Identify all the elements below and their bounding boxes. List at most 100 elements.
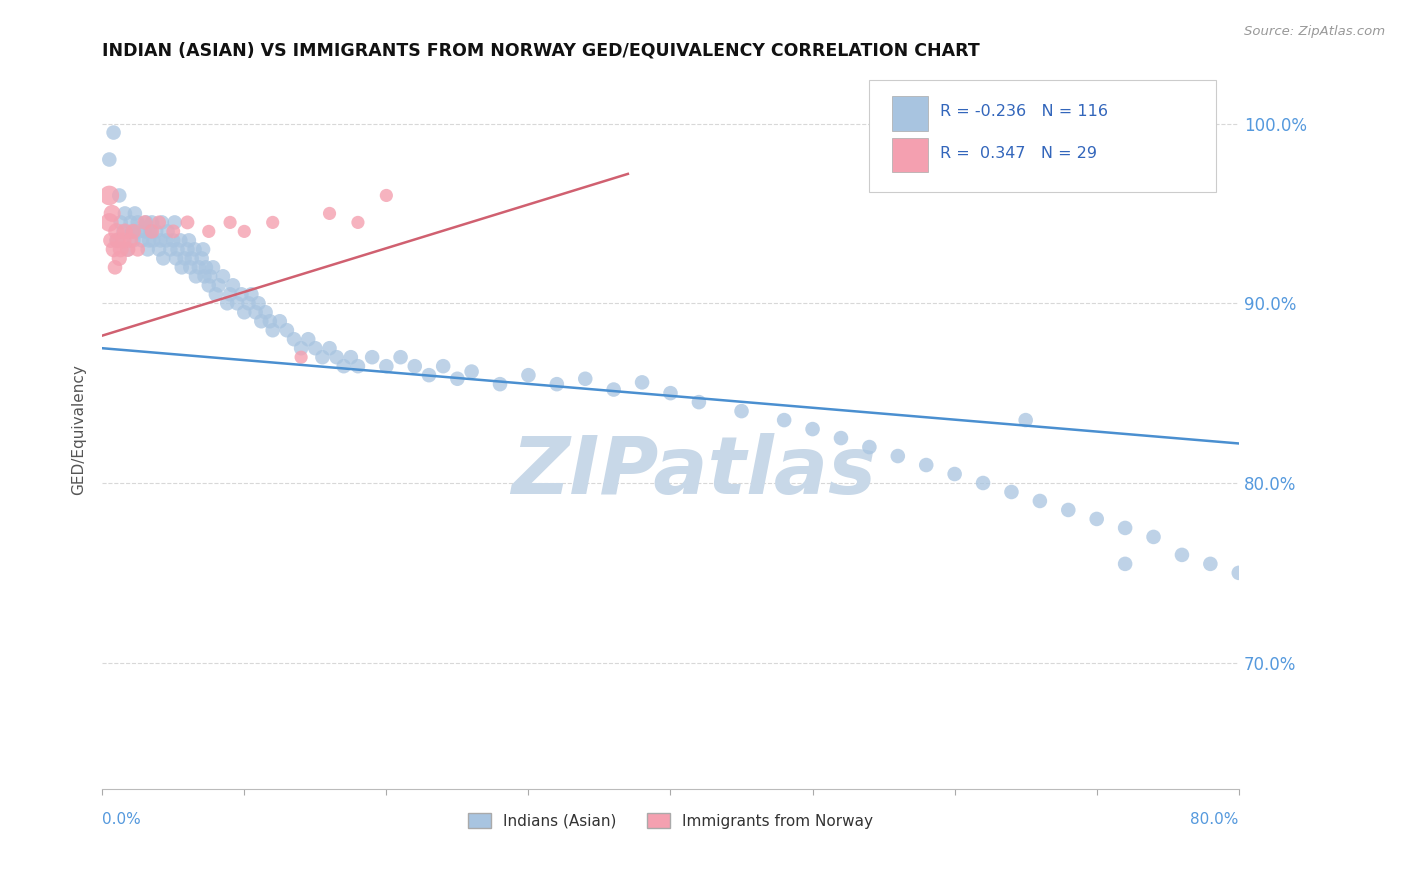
Point — [231, 287, 253, 301]
Point — [105, 233, 128, 247]
Point — [1227, 566, 1250, 580]
Point — [134, 224, 156, 238]
Point — [117, 243, 139, 257]
Point — [169, 233, 191, 247]
Point — [659, 386, 682, 401]
Point — [546, 377, 568, 392]
Point — [120, 215, 142, 229]
Point — [159, 243, 181, 257]
Point — [432, 359, 454, 374]
Point — [170, 260, 193, 275]
Point — [446, 372, 468, 386]
Point — [269, 314, 291, 328]
Point — [219, 215, 242, 229]
Point — [1171, 548, 1194, 562]
Point — [1114, 557, 1136, 571]
Point — [259, 314, 281, 328]
Point — [98, 215, 121, 229]
Point — [943, 467, 966, 481]
Point — [197, 278, 219, 293]
Point — [107, 233, 129, 247]
Point — [162, 233, 184, 247]
Point — [110, 215, 132, 229]
Point — [100, 233, 122, 247]
Point — [108, 188, 131, 202]
Point — [418, 368, 440, 383]
Point — [801, 422, 824, 436]
Point — [136, 243, 159, 257]
Point — [375, 188, 398, 202]
Point — [145, 224, 167, 238]
Point — [325, 350, 347, 364]
Point — [1014, 413, 1036, 427]
Point — [110, 243, 132, 257]
Point — [149, 233, 172, 247]
Text: INDIAN (ASIAN) VS IMMIGRANTS FROM NORWAY GED/EQUIVALENCY CORRELATION CHART: INDIAN (ASIAN) VS IMMIGRANTS FROM NORWAY… — [103, 42, 980, 60]
Point — [404, 359, 426, 374]
Point — [124, 206, 146, 220]
Point — [139, 224, 162, 238]
Point — [574, 372, 596, 386]
Point — [148, 215, 170, 229]
Point — [222, 278, 245, 293]
Point — [103, 243, 125, 257]
Point — [238, 296, 260, 310]
Point — [311, 350, 333, 364]
Text: R = -0.236   N = 116: R = -0.236 N = 116 — [939, 103, 1108, 119]
Point — [489, 377, 512, 392]
Point — [290, 350, 312, 364]
Point — [858, 440, 880, 454]
Point — [375, 359, 398, 374]
Point — [245, 305, 267, 319]
Point — [602, 383, 624, 397]
Point — [250, 314, 273, 328]
Point — [121, 224, 143, 238]
Point — [208, 278, 231, 293]
Text: ZIPatlas: ZIPatlas — [510, 434, 876, 511]
Y-axis label: GED/Equivalency: GED/Equivalency — [72, 364, 86, 494]
Point — [1114, 521, 1136, 535]
Point — [915, 458, 938, 472]
Point — [114, 224, 136, 238]
Point — [131, 233, 153, 247]
Point — [112, 233, 135, 247]
Point — [148, 243, 170, 257]
Point — [347, 215, 370, 229]
Point — [212, 269, 235, 284]
Point — [162, 224, 184, 238]
Point — [297, 332, 319, 346]
FancyBboxPatch shape — [893, 96, 928, 131]
Point — [141, 224, 163, 238]
Point — [198, 269, 221, 284]
Point — [142, 233, 165, 247]
Point — [1029, 494, 1052, 508]
Point — [150, 215, 173, 229]
Point — [194, 260, 217, 275]
Text: 0.0%: 0.0% — [103, 812, 141, 827]
Point — [187, 260, 209, 275]
Point — [240, 287, 263, 301]
Point — [135, 215, 157, 229]
Point — [104, 260, 127, 275]
Point — [176, 215, 198, 229]
Point — [98, 188, 121, 202]
Point — [173, 252, 195, 266]
Point — [389, 350, 412, 364]
Point — [184, 269, 207, 284]
Point — [283, 332, 305, 346]
Point — [1142, 530, 1164, 544]
Point — [254, 305, 277, 319]
Point — [226, 296, 249, 310]
Point — [141, 215, 163, 229]
FancyBboxPatch shape — [893, 138, 928, 172]
Text: 80.0%: 80.0% — [1191, 812, 1239, 827]
Legend: Indians (Asian), Immigrants from Norway: Indians (Asian), Immigrants from Norway — [461, 806, 879, 835]
Point — [318, 206, 340, 220]
Point — [205, 287, 228, 301]
Point — [631, 376, 654, 390]
Point — [217, 296, 239, 310]
Point — [773, 413, 796, 427]
Point — [191, 243, 214, 257]
Point — [183, 243, 205, 257]
Point — [1000, 485, 1022, 500]
